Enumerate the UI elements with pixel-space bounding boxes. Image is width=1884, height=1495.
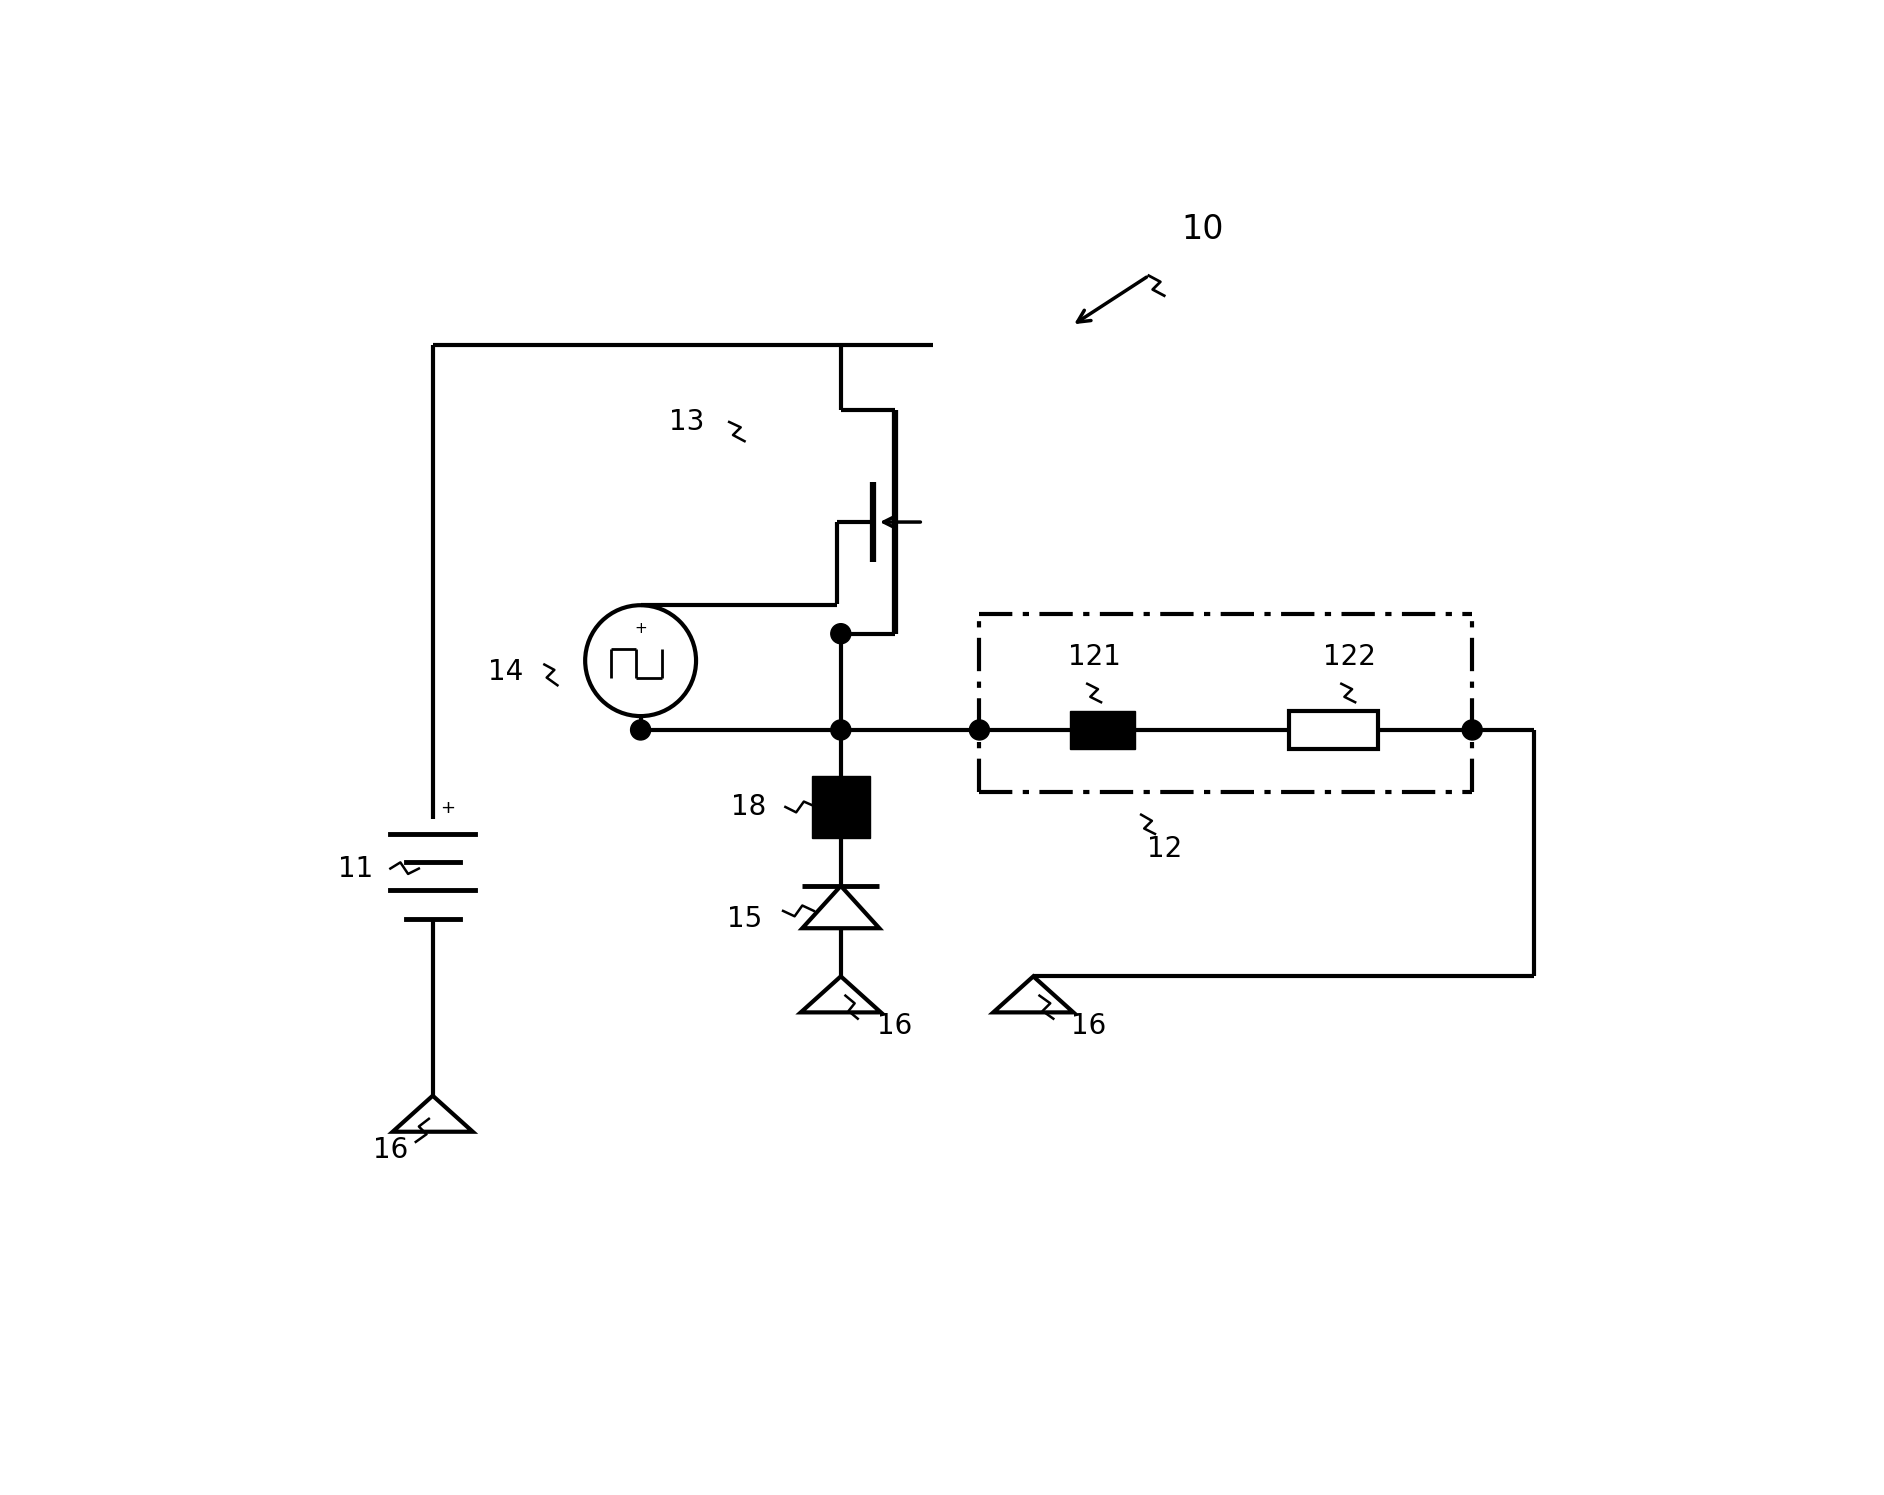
Circle shape [631, 721, 650, 740]
Circle shape [970, 721, 989, 740]
Text: 10: 10 [1181, 212, 1225, 247]
Text: 122: 122 [1323, 643, 1375, 671]
Text: 16: 16 [1072, 1012, 1106, 1041]
Bar [1289, 710, 1377, 749]
Text: 15: 15 [727, 904, 763, 933]
Text: 12: 12 [1147, 836, 1181, 863]
Text: 14: 14 [488, 658, 524, 686]
Text: 13: 13 [669, 408, 705, 437]
Circle shape [831, 623, 852, 644]
Text: 121: 121 [1068, 643, 1121, 671]
Text: 16: 16 [878, 1012, 912, 1041]
Bar [1070, 710, 1136, 749]
Text: 16: 16 [373, 1136, 409, 1163]
Text: 11: 11 [337, 855, 373, 882]
Text: +: + [635, 620, 646, 635]
Bar [812, 776, 870, 837]
Circle shape [1462, 721, 1483, 740]
Circle shape [831, 721, 852, 740]
Text: 18: 18 [731, 792, 767, 821]
Text: +: + [441, 800, 456, 818]
